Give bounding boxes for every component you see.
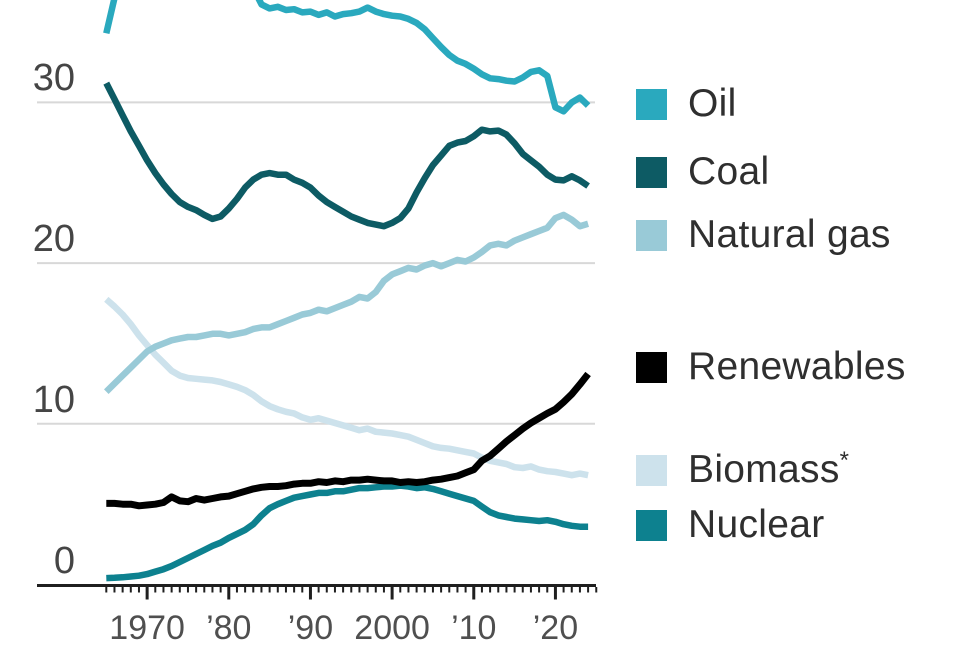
legend-label-natural-gas: Natural gas xyxy=(688,213,891,256)
legend-label-biomass: Biomass* xyxy=(688,447,850,491)
legend-item-oil: Oil xyxy=(636,84,737,124)
legend-item-biomass: Biomass* xyxy=(636,447,850,491)
legend-label-oil: Oil xyxy=(688,82,737,125)
natural-gas-swatch-icon xyxy=(636,219,667,251)
series-line-coal xyxy=(103,81,590,230)
legend-label-nuclear: Nuclear xyxy=(688,503,825,546)
biomass-footnote-asterisk: * xyxy=(839,447,850,474)
legend-label-coal: Coal xyxy=(688,150,770,193)
legend-label-renewables: Renewables xyxy=(688,345,906,388)
legend-item-nuclear: Nuclear xyxy=(636,505,825,545)
y-axis-label-20: 20 xyxy=(32,218,75,260)
x-axis-ticks xyxy=(105,587,598,600)
nuclear-swatch-icon xyxy=(636,509,667,541)
series-line-renewables xyxy=(106,371,591,510)
legend-item-coal: Coal xyxy=(636,152,769,192)
oil-swatch-icon xyxy=(636,88,667,120)
series-line-biomass xyxy=(104,296,589,479)
renewables-swatch-icon xyxy=(636,351,667,383)
y-axis-label-30: 30 xyxy=(32,57,75,99)
series-line-natural-gas xyxy=(104,211,590,395)
biomass-swatch-icon xyxy=(636,454,667,486)
series-line-nuclear xyxy=(106,482,589,582)
series-line-oil xyxy=(103,0,591,115)
y-axis-label-10: 10 xyxy=(32,379,75,421)
y-axis-label-0: 0 xyxy=(53,540,75,582)
legend-item-natural-gas: Natural gas xyxy=(636,215,891,255)
legend-item-renewables: Renewables xyxy=(636,347,906,387)
coal-swatch-icon xyxy=(636,156,667,188)
x-axis-label-20: ’20 xyxy=(532,609,579,647)
